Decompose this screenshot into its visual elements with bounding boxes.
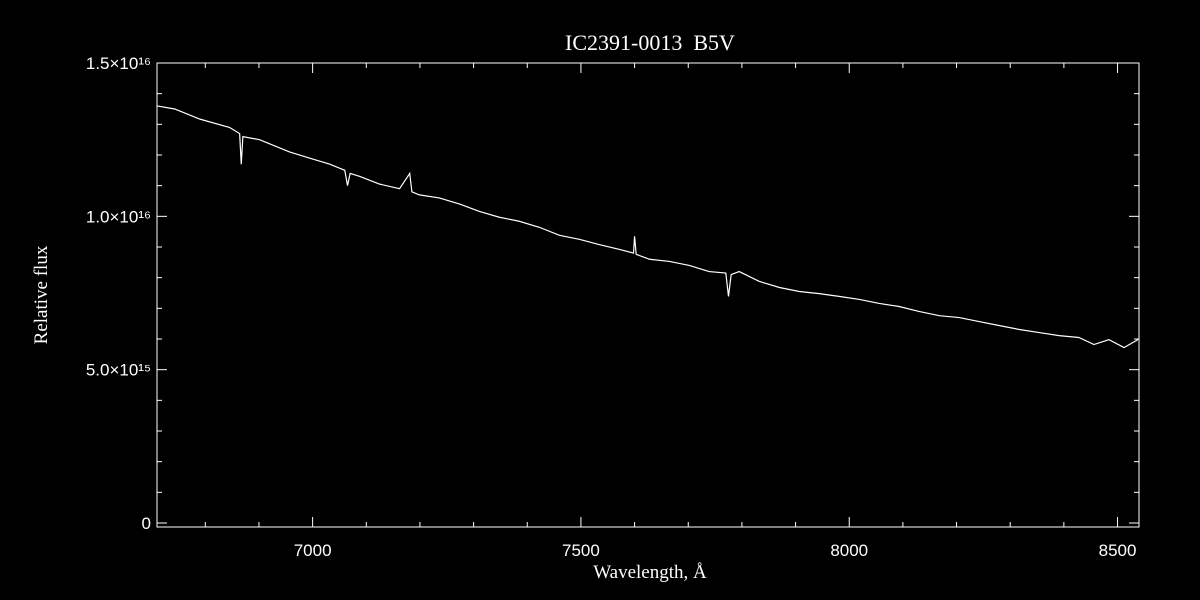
x-tick-label: 8500 <box>1099 541 1137 560</box>
x-tick-label: 7500 <box>562 541 600 560</box>
x-axis-label: Wavelength, Å <box>593 562 707 583</box>
spectrum-line <box>156 105 1139 349</box>
plot-frame <box>156 62 1140 528</box>
x-tick-label: 8000 <box>830 541 868 560</box>
y-tick-label: 5.0×10¹⁵ <box>86 361 151 380</box>
y-tick-label: 0 <box>142 514 151 533</box>
y-tick-label: 1.5×10¹⁶ <box>86 54 151 73</box>
y-tick-label: 1.0×10¹⁶ <box>86 207 151 226</box>
y-axis-label: Relative flux <box>31 245 52 344</box>
x-tick-label: 7000 <box>294 541 332 560</box>
chart-title: IC2391-0013 B5V <box>565 30 735 55</box>
